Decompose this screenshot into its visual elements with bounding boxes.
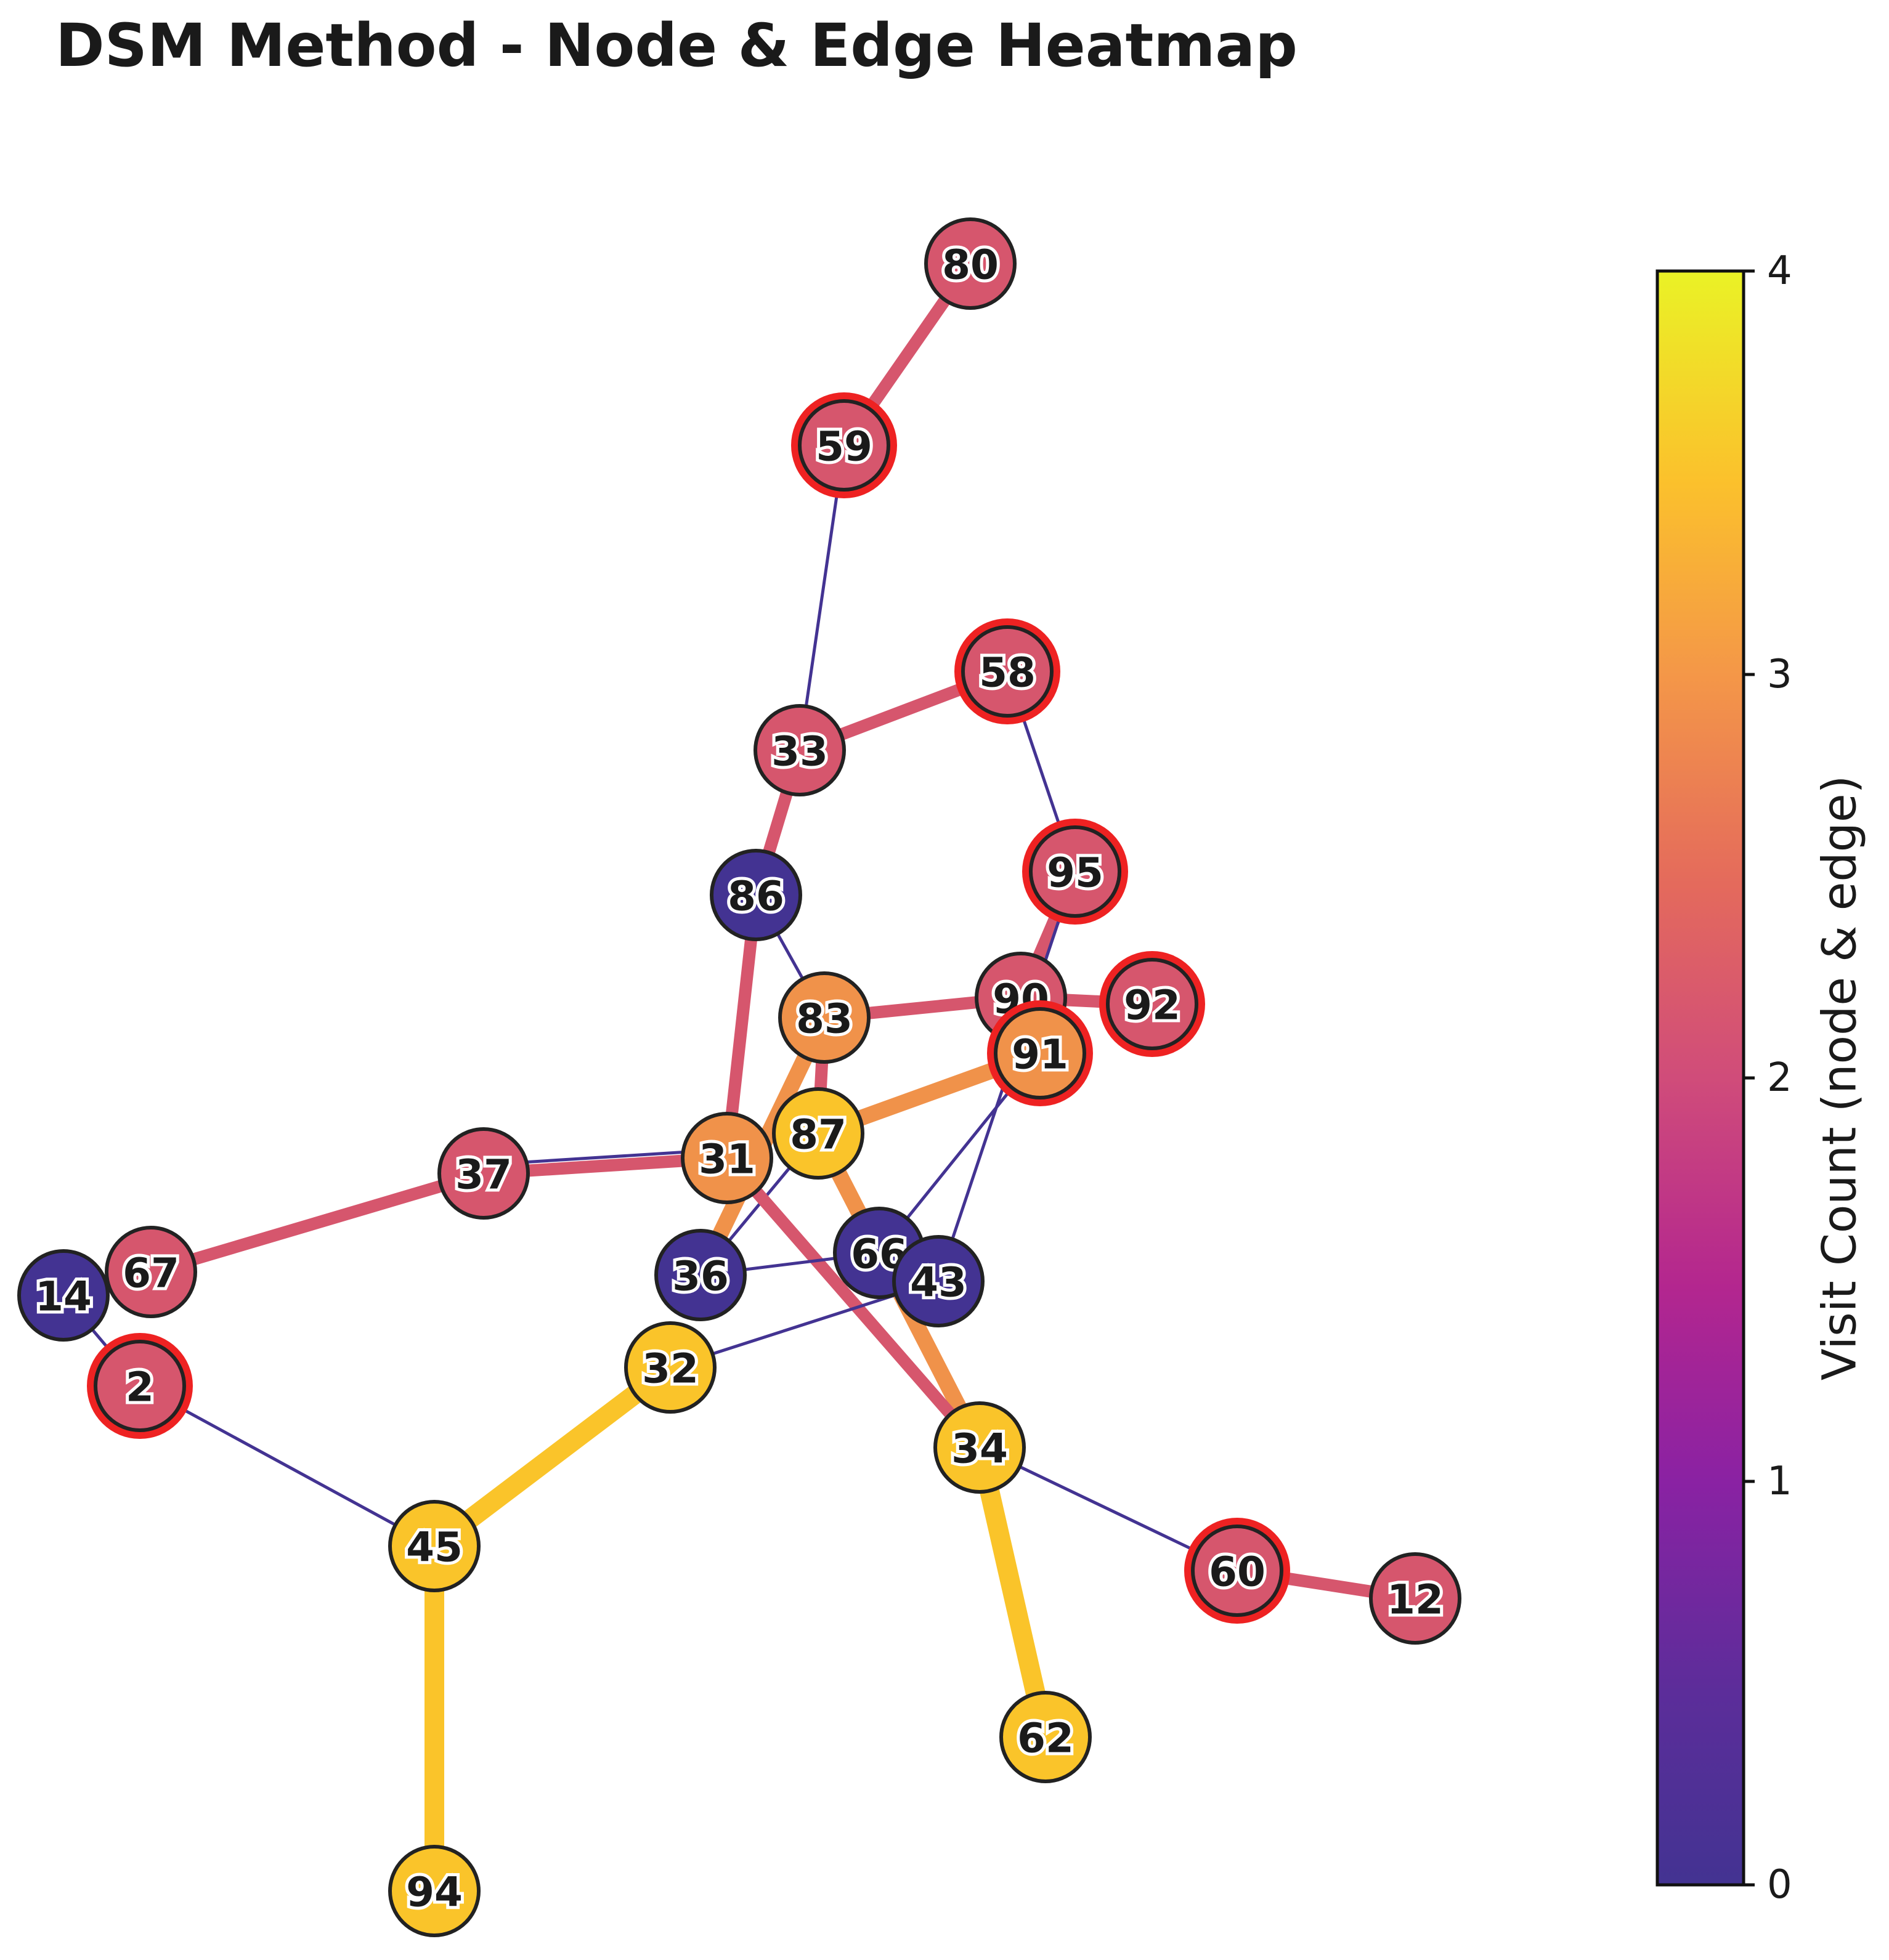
node-94[interactable]: 94: [388, 1845, 481, 1937]
node-label: 43: [910, 1259, 967, 1306]
node-58[interactable]: 58: [954, 618, 1060, 724]
node-label: 94: [406, 1869, 463, 1916]
node-32[interactable]: 32: [624, 1321, 717, 1414]
node-34[interactable]: 34: [933, 1401, 1026, 1494]
node-label: 86: [728, 873, 784, 920]
node-circle: [961, 625, 1054, 718]
node-label: 58: [979, 649, 1036, 697]
node-45[interactable]: 45: [388, 1500, 481, 1592]
colorbar-gradient: [1655, 269, 1745, 1887]
node-label: 34: [951, 1425, 1008, 1473]
node-label: 92: [1124, 982, 1180, 1029]
node-label: 80: [942, 241, 999, 289]
node-86[interactable]: 86: [710, 849, 802, 941]
chart-title: DSM Method - Node & Edge Heatmap: [55, 11, 1298, 80]
colorbar-tick-label: 1: [1767, 1459, 1792, 1504]
node-label: 33: [771, 728, 828, 775]
node-83[interactable]: 83: [778, 971, 871, 1064]
edge-34-62: [970, 1445, 1055, 1739]
node-label: 90: [993, 976, 1049, 1023]
node-label: 37: [455, 1151, 512, 1199]
node-circle: [1191, 1525, 1283, 1617]
colorbar-tick-label: 3: [1767, 652, 1792, 697]
colorbar-tick-label: 0: [1767, 1862, 1792, 1908]
node-label: 32: [642, 1345, 699, 1393]
node-label: 31: [699, 1136, 755, 1183]
node-circle: [778, 971, 871, 1064]
node-circle: [681, 1112, 773, 1204]
node-circle: [772, 1087, 864, 1180]
colorbar: 0 1 2 3 4 Visit Count (node & edge): [1655, 248, 1867, 1908]
node-33[interactable]: 33: [754, 704, 846, 796]
node-label: 91: [1012, 1031, 1068, 1079]
node-circle: [710, 849, 802, 941]
colorbar-tick-label: 4: [1767, 248, 1792, 294]
node-label: 45: [406, 1524, 463, 1571]
node-circle: [994, 1007, 1086, 1099]
node-80[interactable]: 80: [924, 217, 1017, 310]
node-14[interactable]: 14: [17, 1249, 110, 1342]
node-87[interactable]: 87: [772, 1087, 864, 1180]
node-circle: [105, 1226, 197, 1318]
node-circle: [999, 1691, 1092, 1783]
node-60[interactable]: 60: [1184, 1518, 1290, 1624]
node-37[interactable]: 37: [437, 1127, 530, 1220]
edges-layer: [62, 260, 1416, 1891]
node-circle: [933, 1401, 1026, 1494]
node-circle: [388, 1500, 481, 1592]
node-43[interactable]: 43: [892, 1235, 985, 1327]
node-circle: [94, 1340, 186, 1432]
node-circle: [1369, 1552, 1461, 1645]
node-label: 59: [816, 423, 872, 471]
node-circle: [654, 1229, 747, 1321]
node-circle: [624, 1321, 717, 1414]
node-label: 14: [35, 1273, 92, 1321]
node-12[interactable]: 12: [1369, 1552, 1461, 1645]
node-label: 83: [796, 995, 853, 1043]
node-91[interactable]: 91: [987, 1000, 1093, 1106]
node-label: 60: [1209, 1549, 1265, 1596]
node-90[interactable]: 90: [975, 952, 1067, 1044]
node-circle: [388, 1845, 481, 1937]
node-circle: [924, 217, 1017, 310]
node-label: 36: [672, 1253, 729, 1300]
node-circle: [1029, 825, 1121, 918]
edge-67-37: [149, 1167, 485, 1278]
node-36[interactable]: 36: [654, 1229, 747, 1321]
edge-45-32: [428, 1359, 676, 1554]
node-62[interactable]: 62: [999, 1691, 1092, 1783]
node-2[interactable]: 2: [87, 1333, 193, 1439]
node-circle: [17, 1249, 110, 1342]
node-circle: [892, 1235, 985, 1327]
node-circle: [437, 1127, 530, 1220]
node-circle: [754, 704, 846, 796]
node-label: 2: [126, 1364, 154, 1411]
edge-31-34: [722, 1154, 985, 1452]
node-circle: [798, 399, 890, 492]
colorbar-ticks: 0 1 2 3 4: [1744, 248, 1792, 1908]
node-95[interactable]: 95: [1022, 819, 1128, 925]
colorbar-tick-label: 2: [1767, 1055, 1792, 1101]
node-circle: [1106, 958, 1198, 1050]
edge-2-45: [139, 1384, 436, 1548]
node-label: 95: [1047, 849, 1103, 897]
node-label: 87: [790, 1111, 847, 1159]
node-label: 67: [123, 1250, 179, 1297]
node-67[interactable]: 67: [105, 1226, 197, 1318]
node-label: 12: [1387, 1576, 1444, 1624]
node-59[interactable]: 59: [791, 392, 897, 498]
colorbar-label: Visit Count (node & edge): [1812, 775, 1867, 1381]
node-label: 62: [1017, 1715, 1074, 1762]
node-92[interactable]: 92: [1099, 951, 1205, 1057]
node-31[interactable]: 31: [681, 1112, 773, 1204]
